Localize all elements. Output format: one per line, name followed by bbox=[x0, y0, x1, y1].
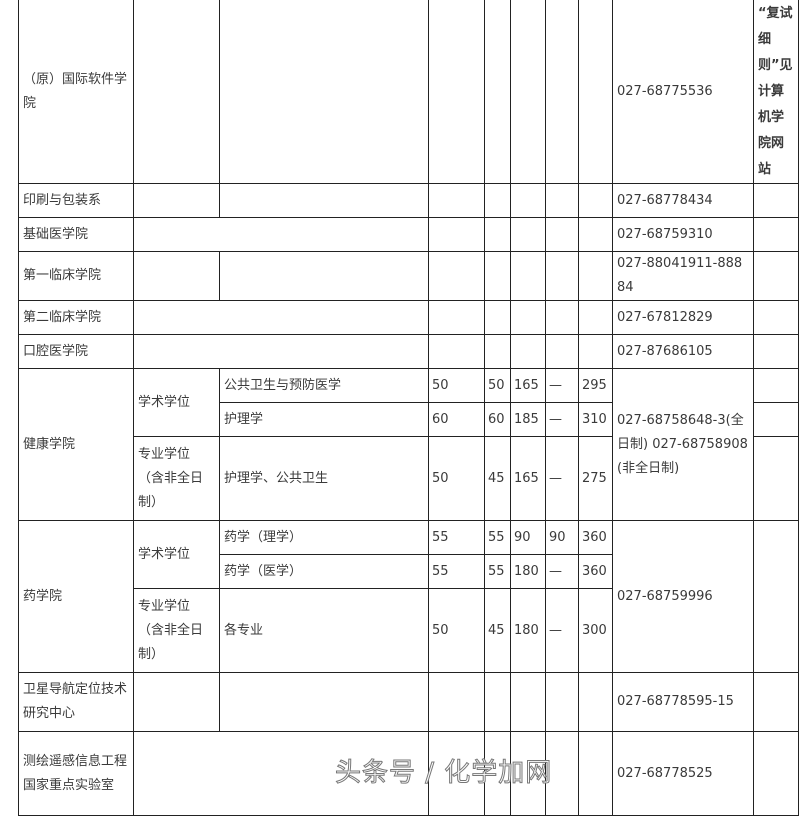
score-cell: — bbox=[545, 554, 579, 589]
unit-cell: 测绘遥感信息工程国家重点实验室 bbox=[18, 731, 134, 816]
unit-cell: 第二临床学院 bbox=[18, 300, 134, 335]
table-row: 药学（医学） 55 55 180 — 360 bbox=[19, 554, 799, 589]
score-cell: 165 bbox=[510, 368, 546, 403]
table-row: 卫星导航定位技术研究中心 027-68778595-15 bbox=[18, 672, 799, 732]
unit-cell: 卫星导航定位技术研究中心 bbox=[18, 672, 134, 732]
score-cell: 180 bbox=[510, 588, 546, 673]
phone-cell: 027-88041911-88884 bbox=[612, 251, 754, 301]
score-cell: 45 bbox=[484, 588, 511, 673]
unit-cell: （原）国际软件学院 bbox=[18, 0, 134, 184]
total-cell: 360 bbox=[578, 520, 613, 555]
score-cell: 55 bbox=[484, 554, 511, 589]
unit-cell: 健康学院 bbox=[18, 368, 134, 521]
major-cell: 护理学、公共卫生 bbox=[219, 436, 429, 521]
score-cell: 55 bbox=[428, 520, 485, 555]
score-cell: 60 bbox=[484, 402, 511, 437]
score-cell: 50 bbox=[428, 588, 485, 673]
major-cell: 药学（理学） bbox=[219, 520, 429, 555]
total-cell: 275 bbox=[578, 436, 613, 521]
score-cell: 55 bbox=[428, 554, 485, 589]
score-cell: 90 bbox=[510, 520, 546, 555]
table-row: 印刷与包装系 027-68778434 bbox=[18, 183, 799, 218]
score-cell: 45 bbox=[484, 436, 511, 521]
note-cell: “复试细则”见计算机学院网站 bbox=[753, 0, 799, 184]
degree-type-cell: 专业学位（含非全日制） bbox=[133, 436, 220, 521]
table-row: 第二临床学院 027-67812829 bbox=[18, 300, 799, 335]
table-row: 药学院 学术学位 药学（理学） 55 55 90 90 360 027-6875… bbox=[18, 520, 799, 673]
total-cell: 360 bbox=[578, 554, 613, 589]
phone-cell: 027-67812829 bbox=[612, 300, 754, 335]
score-cell: 90 bbox=[545, 520, 579, 555]
score-cell: 55 bbox=[484, 520, 511, 555]
table-row: 基础医学院 027-68759310 bbox=[18, 217, 799, 252]
table-row: 护理学 60 60 185 — 310 bbox=[19, 402, 799, 437]
phone-cell: 027-68778434 bbox=[612, 183, 754, 218]
major-cell: 公共卫生与预防医学 bbox=[219, 368, 429, 403]
phone-cell: 027-68758648-3(全日制) 027-68758908(非全日制) bbox=[612, 368, 754, 521]
score-cell: — bbox=[545, 436, 579, 521]
total-cell: 295 bbox=[578, 368, 613, 403]
unit-cell: 印刷与包装系 bbox=[18, 183, 134, 218]
phone-cell: 027-68759310 bbox=[612, 217, 754, 252]
degree-type-cell: 学术学位 bbox=[133, 368, 220, 437]
unit-cell: 药学院 bbox=[18, 520, 134, 673]
score-cell: 185 bbox=[510, 402, 546, 437]
degree-type-cell: 专业学位（含非全日制） bbox=[133, 588, 220, 673]
phone-cell: 027-68778525 bbox=[612, 731, 754, 816]
table-row: 口腔医学院 027-87686105 bbox=[18, 334, 799, 369]
score-cell: — bbox=[545, 402, 579, 437]
admission-table: （原）国际软件学院 027-68775536 “复试细则”见计算机学院网站 印刷… bbox=[18, 0, 799, 816]
score-cell: 60 bbox=[428, 402, 485, 437]
degree-type-cell: 学术学位 bbox=[133, 520, 220, 589]
phone-cell: 027-87686105 bbox=[612, 334, 754, 369]
major-cell: 护理学 bbox=[219, 402, 429, 437]
watermark: 头条号 / 化学加网 bbox=[334, 758, 553, 789]
total-cell: 300 bbox=[578, 588, 613, 673]
phone-cell: 027-68775536 bbox=[612, 0, 754, 184]
phone-cell: 027-68778595-15 bbox=[612, 672, 754, 732]
score-cell: — bbox=[545, 588, 579, 673]
score-cell: — bbox=[545, 368, 579, 403]
score-cell: 165 bbox=[510, 436, 546, 521]
score-cell: 50 bbox=[428, 436, 485, 521]
score-cell: 50 bbox=[428, 368, 485, 403]
phone-cell: 027-68759996 bbox=[612, 520, 754, 673]
major-cell: 药学（医学） bbox=[219, 554, 429, 589]
table-row: 健康学院 学术学位 公共卫生与预防医学 50 50 165 — 295 027-… bbox=[18, 368, 799, 521]
table-row: 专业学位（含非全日制） 各专业 50 45 180 — 300 bbox=[19, 588, 799, 673]
score-cell: 50 bbox=[484, 368, 511, 403]
table-row: （原）国际软件学院 027-68775536 “复试细则”见计算机学院网站 bbox=[18, 0, 799, 184]
table-row: 第一临床学院 027-88041911-88884 bbox=[18, 251, 799, 301]
unit-cell: 口腔医学院 bbox=[18, 334, 134, 369]
major-cell: 各专业 bbox=[219, 588, 429, 673]
unit-cell: 基础医学院 bbox=[18, 217, 134, 252]
score-cell: 180 bbox=[510, 554, 546, 589]
unit-cell: 第一临床学院 bbox=[18, 251, 134, 301]
total-cell: 310 bbox=[578, 402, 613, 437]
